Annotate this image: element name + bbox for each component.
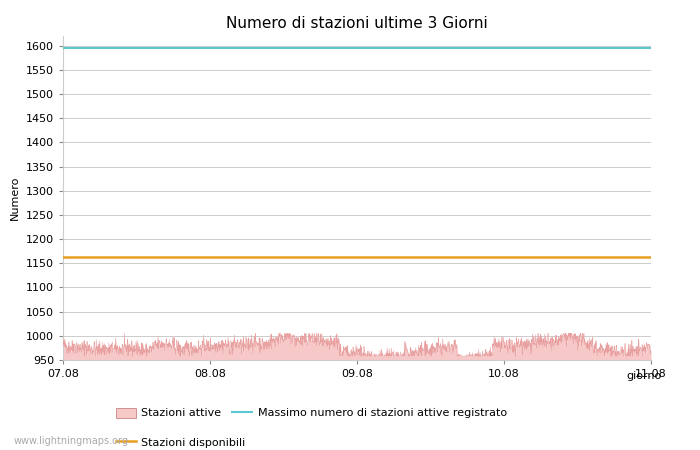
Y-axis label: Numero: Numero xyxy=(10,176,20,220)
Text: giorno: giorno xyxy=(626,371,662,381)
Legend: Stazioni disponibili: Stazioni disponibili xyxy=(116,437,246,448)
Title: Numero di stazioni ultime 3 Giorni: Numero di stazioni ultime 3 Giorni xyxy=(226,16,488,31)
Text: www.lightningmaps.org: www.lightningmaps.org xyxy=(14,436,129,446)
